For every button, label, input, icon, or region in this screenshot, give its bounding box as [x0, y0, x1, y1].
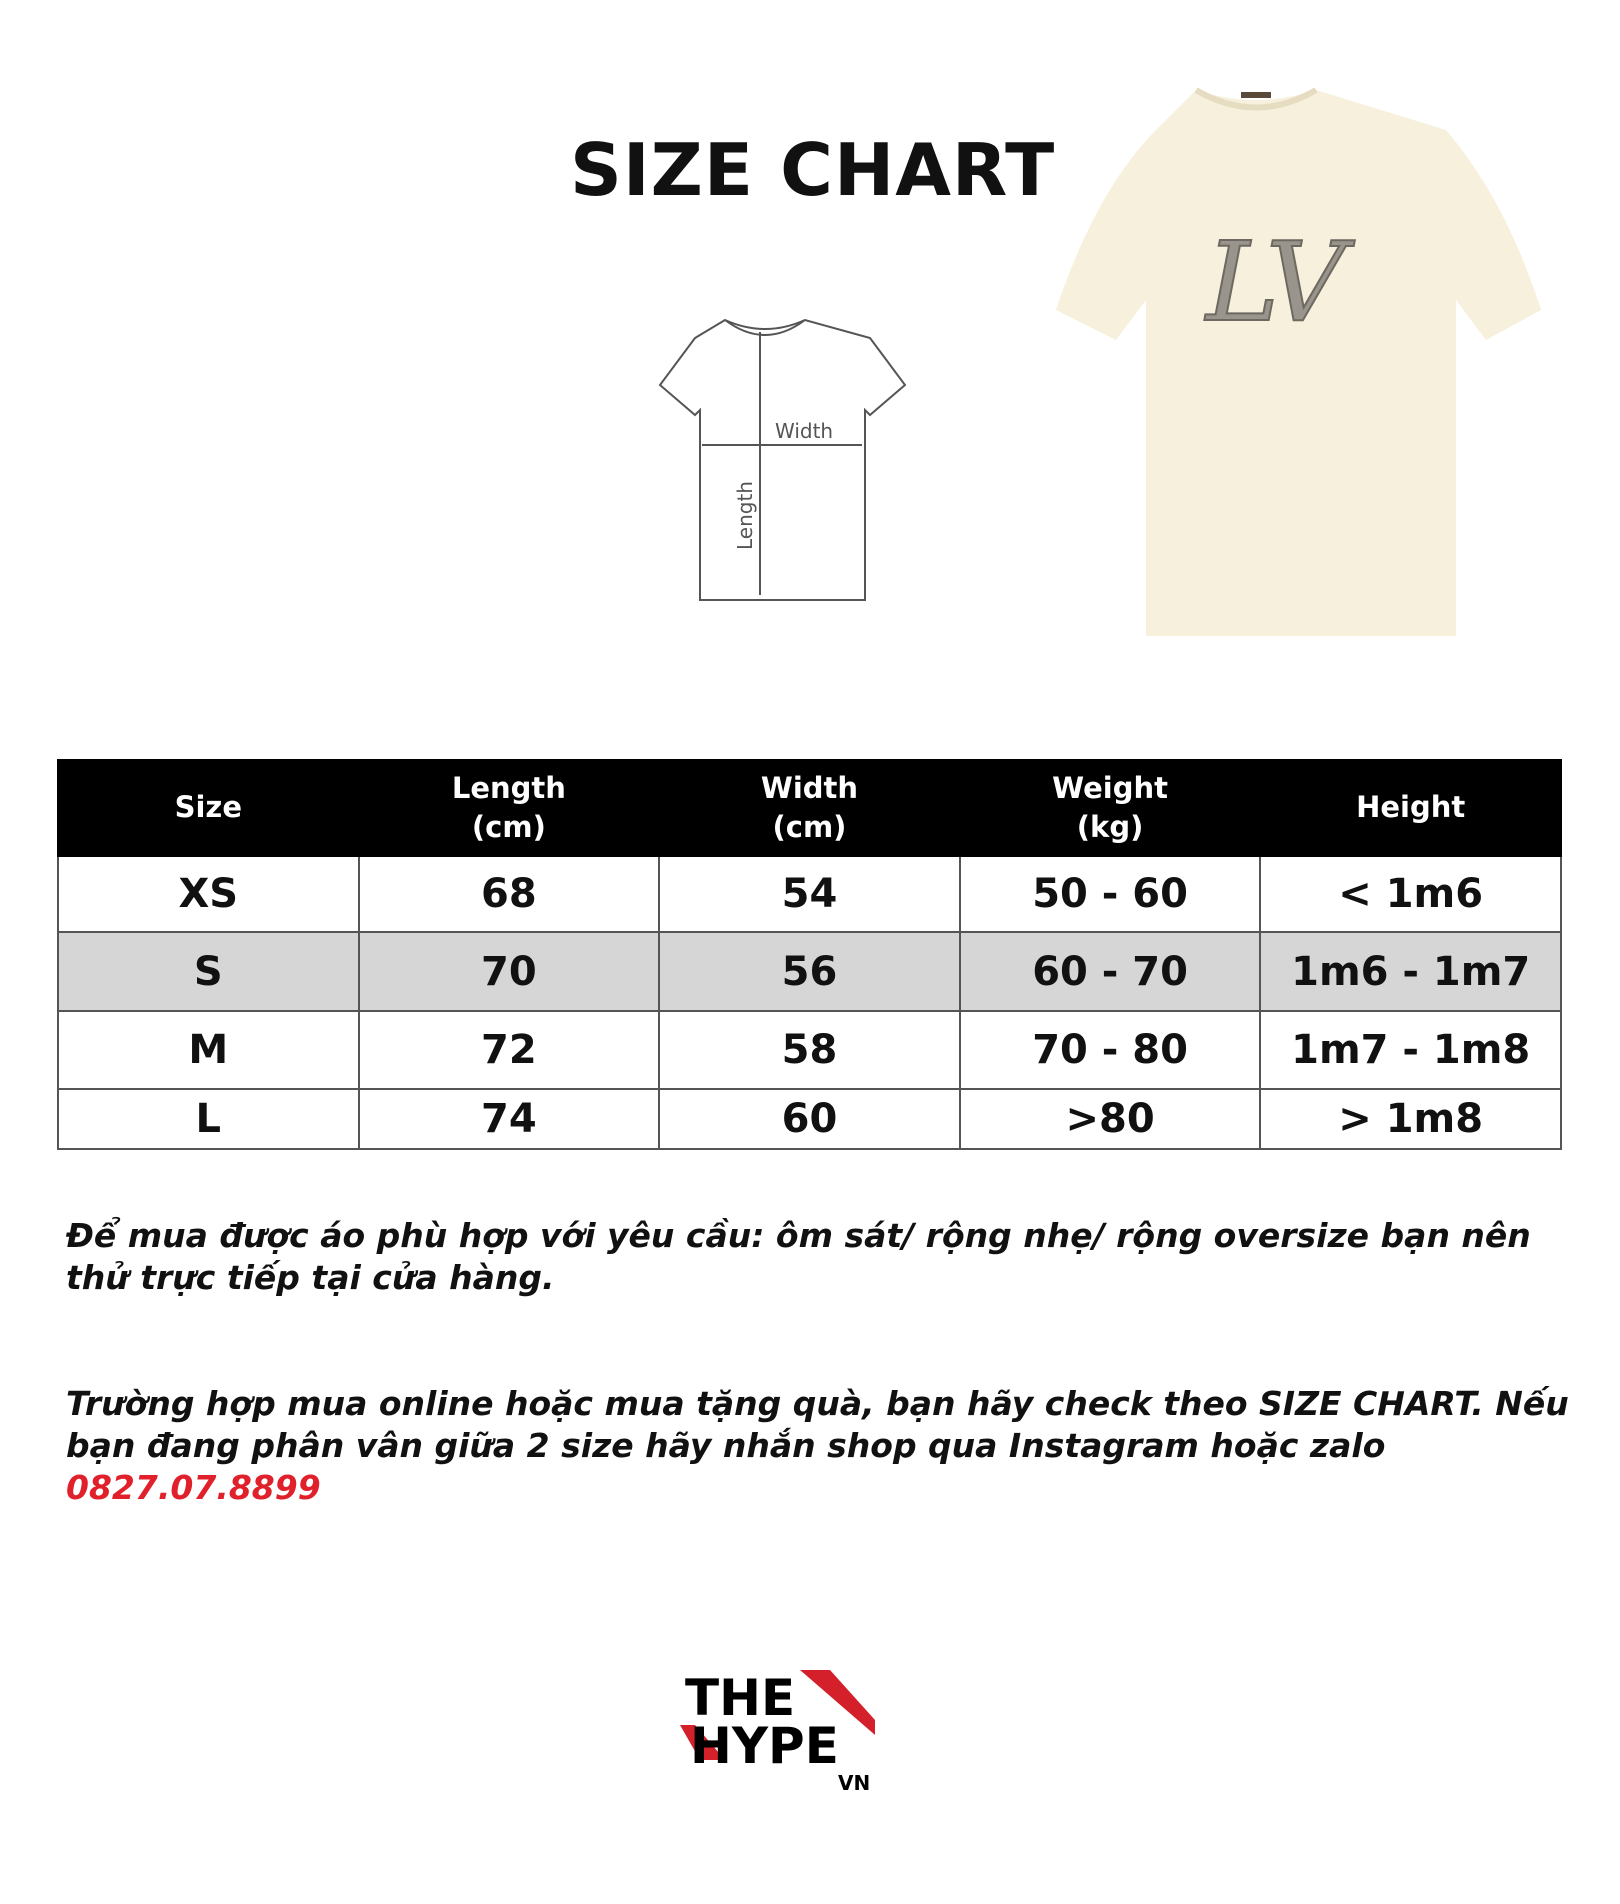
header-size: Size: [57, 759, 360, 857]
page-title: SIZE CHART: [570, 128, 1056, 212]
online-note-text: Trường hợp mua online hoặc mua tặng quà,…: [66, 1384, 1569, 1465]
size-table: Size Length (cm) Width (cm) Weight (kg) Hei…: [57, 759, 1562, 1150]
table-row: S 70 56 60 - 70 1m6 - 1m7: [57, 931, 1562, 1012]
logo-line1: THE: [685, 1669, 795, 1727]
the-hype-logo: THE HYPE VN: [680, 1669, 875, 1795]
product-photo: LV: [1056, 87, 1541, 636]
lv-print: LV: [1204, 218, 1355, 346]
width-label: Width: [775, 419, 833, 443]
header-weight: Weight (kg): [958, 759, 1262, 857]
length-label: Length: [733, 481, 757, 550]
phone-number: 0827.07.8899: [66, 1468, 321, 1507]
header-width: Width (cm): [658, 759, 961, 857]
online-note: Trường hợp mua online hoặc mua tặng quà,…: [66, 1383, 1586, 1509]
table-row: M 72 58 70 - 80 1m7 - 1m8: [57, 1010, 1562, 1090]
table-row: XS 68 54 50 - 60 < 1m6: [57, 855, 1562, 933]
logo-line2: HYPE: [690, 1717, 839, 1775]
header-height: Height: [1259, 759, 1562, 857]
fit-note: Để mua được áo phù hợp với yêu cầu: ôm s…: [66, 1216, 1531, 1297]
tshirt-measurement-diagram: Width Length: [658, 318, 907, 601]
table-header-row: Size Length (cm) Width (cm) Weight (kg) Hei…: [57, 759, 1562, 857]
header-length: Length (cm): [357, 759, 661, 857]
logo-line3: VN: [838, 1771, 870, 1795]
table-row: L 74 60 >80 > 1m8: [57, 1088, 1562, 1150]
